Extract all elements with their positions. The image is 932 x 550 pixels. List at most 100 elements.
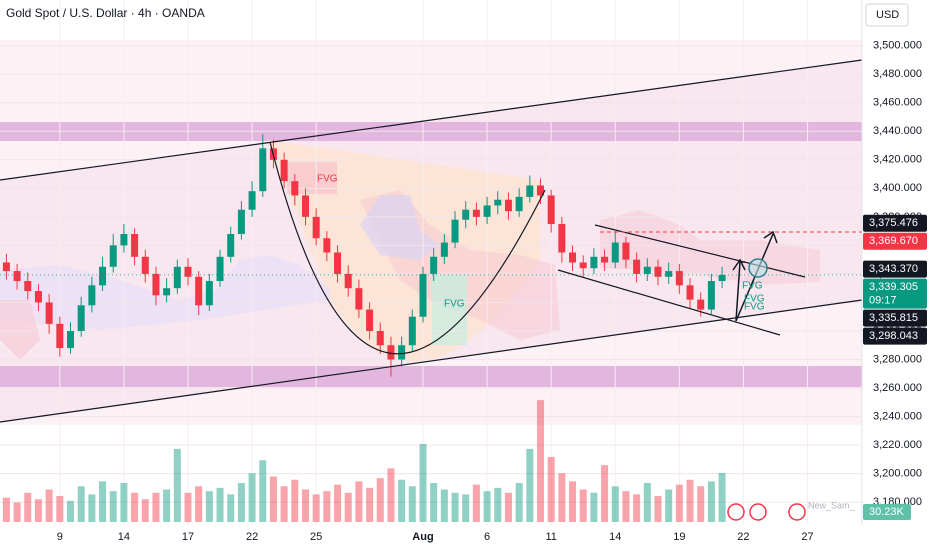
y-tick-label: 3,280.000 (873, 353, 922, 365)
event-icon[interactable] (727, 503, 745, 521)
volume-bar (686, 479, 694, 522)
volume-bar (622, 491, 630, 522)
candle-body (312, 216, 320, 239)
volume-bar (205, 491, 213, 522)
x-tick-label: 14 (118, 531, 130, 543)
x-tick-label: 22 (737, 531, 749, 543)
candle-body (173, 266, 181, 289)
volume-bar (109, 491, 117, 522)
marker-circle (748, 258, 768, 278)
volume-bar (547, 457, 555, 522)
candle-body (622, 242, 630, 260)
candle-body (697, 299, 705, 310)
cloud (360, 195, 440, 260)
volume-bar (344, 492, 352, 522)
volume-bar (643, 483, 651, 522)
candle-body (590, 256, 598, 269)
volume-bar (152, 492, 160, 522)
price-badge-label: 3,375.476 (869, 217, 918, 229)
volume-badge (863, 504, 911, 520)
candle-body (120, 233, 128, 246)
volume-bar (334, 484, 342, 522)
candle-body (24, 281, 32, 292)
y-tick-label: 3,220.000 (873, 439, 922, 451)
candle-body (686, 285, 694, 300)
price-badge (863, 214, 927, 232)
arrow-head (732, 258, 746, 271)
candle-body (56, 323, 64, 349)
x-tick-label: 14 (609, 531, 621, 543)
price-badge-label: 3,298.043 (869, 330, 918, 342)
volume-bar (280, 486, 288, 522)
candles (0, 134, 862, 377)
volume-bar (590, 492, 598, 522)
flag-line (557, 269, 781, 336)
candle-body (301, 195, 309, 217)
axis-labels: 3,180.0003,200.0003,220.0003,240.0003,26… (57, 40, 927, 543)
candle-body (526, 185, 534, 197)
candle-body (205, 281, 213, 306)
volume-badge-label: 30.23K (869, 506, 905, 518)
currency[interactable]: USD (876, 9, 899, 21)
fvg-label: FVG (444, 299, 465, 310)
volume-bar (558, 473, 566, 522)
candle-body (152, 273, 160, 296)
volume-bar (483, 491, 491, 522)
support-zone (0, 366, 862, 387)
candle-body (387, 345, 395, 360)
x-tick-label: 25 (310, 531, 322, 543)
volume-bar (248, 473, 256, 522)
volume-bar (526, 448, 534, 522)
y-tick-label: 3,260.000 (873, 382, 922, 394)
candle-body (408, 316, 416, 346)
price-badge-label: 3,339.305 (869, 281, 918, 293)
y-tick-label: 3,200.000 (873, 468, 922, 480)
fvg-box (432, 275, 467, 345)
volume-bar (259, 460, 267, 522)
volume-bar (163, 489, 171, 522)
volume-bar (654, 496, 662, 522)
event-icon[interactable] (749, 503, 767, 521)
volume-bar (227, 494, 235, 522)
candle-body (99, 266, 107, 286)
candle-body (34, 291, 42, 303)
candle-body (611, 242, 619, 263)
cloud (0, 300, 40, 360)
arrow-head (763, 230, 778, 244)
volume-bar (195, 486, 203, 522)
volume-bar (569, 481, 577, 522)
volume-bar (665, 489, 673, 522)
fvg-label: FVG (744, 294, 765, 305)
price-badge (863, 260, 927, 278)
x-tick-label: 6 (484, 531, 490, 543)
candle-body (601, 256, 609, 263)
volume-bar (387, 468, 395, 522)
candle-body (579, 262, 587, 269)
volume-bar (301, 489, 309, 522)
candle-body (707, 281, 715, 310)
price-badge-countdown: 09:17 (869, 295, 897, 307)
fvg-label: FVG (744, 302, 765, 313)
x-tick-label: 19 (673, 531, 685, 543)
volume-bar (141, 499, 149, 522)
y-tick-label: 3,480.000 (873, 68, 922, 80)
volume-bar (34, 499, 42, 522)
volume-pane (2, 400, 726, 522)
volume-bar (355, 481, 363, 522)
event-icon[interactable] (788, 503, 806, 521)
candle-body (2, 262, 10, 272)
candle-body (355, 288, 363, 310)
trend-line (0, 299, 863, 423)
volume-bar (451, 492, 459, 522)
volume-bar (269, 476, 277, 522)
volume-bar (66, 500, 74, 522)
currency-button[interactable] (865, 3, 909, 27)
candle-body (280, 159, 288, 182)
flag-line (594, 224, 806, 278)
x-tick-label: 27 (801, 531, 813, 543)
candle-body (536, 185, 544, 196)
x-tick-label: 11 (545, 531, 556, 543)
volume-bar (376, 478, 384, 522)
y-tick-label: 3,460.000 (873, 97, 922, 109)
